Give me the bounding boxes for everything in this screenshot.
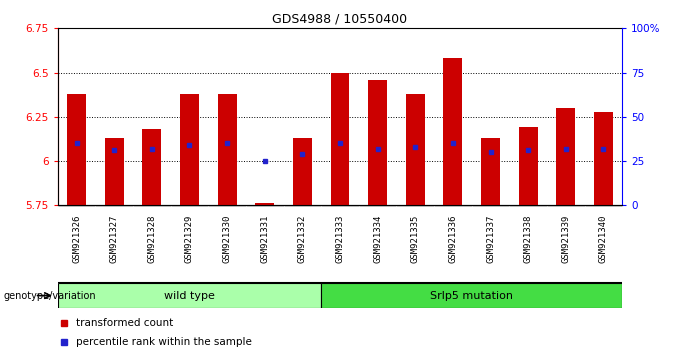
Bar [321,283,622,308]
Bar [594,112,613,205]
Text: GSM921327: GSM921327 [109,215,119,263]
Bar [105,138,124,205]
Bar [218,94,237,205]
Bar [406,94,425,205]
Bar [519,127,538,205]
Bar [369,80,387,205]
Text: GSM921340: GSM921340 [599,215,608,263]
Text: GSM921336: GSM921336 [448,215,458,263]
Bar [180,94,199,205]
Text: GSM921338: GSM921338 [524,215,532,263]
Text: GSM921339: GSM921339 [561,215,571,263]
Text: GSM921330: GSM921330 [222,215,232,263]
Text: GSM921328: GSM921328 [148,215,156,263]
Text: genotype/variation: genotype/variation [3,291,96,301]
Bar [143,129,161,205]
Title: GDS4988 / 10550400: GDS4988 / 10550400 [273,13,407,26]
Bar [67,94,86,205]
Text: GSM921329: GSM921329 [185,215,194,263]
Text: GSM921333: GSM921333 [335,215,345,263]
Text: GSM921332: GSM921332 [298,215,307,263]
Text: GSM921334: GSM921334 [373,215,382,263]
Bar [293,138,311,205]
Text: Srlp5 mutation: Srlp5 mutation [430,291,513,301]
Bar [556,108,575,205]
Text: GSM921326: GSM921326 [72,215,81,263]
Bar [58,283,321,308]
Text: GSM921335: GSM921335 [411,215,420,263]
Text: GSM921337: GSM921337 [486,215,495,263]
Bar [481,138,500,205]
Text: wild type: wild type [164,291,215,301]
Bar [330,73,350,205]
Bar [256,203,274,205]
Bar [443,58,462,205]
Text: GSM921331: GSM921331 [260,215,269,263]
Text: percentile rank within the sample: percentile rank within the sample [76,337,252,347]
Text: transformed count: transformed count [76,318,173,329]
